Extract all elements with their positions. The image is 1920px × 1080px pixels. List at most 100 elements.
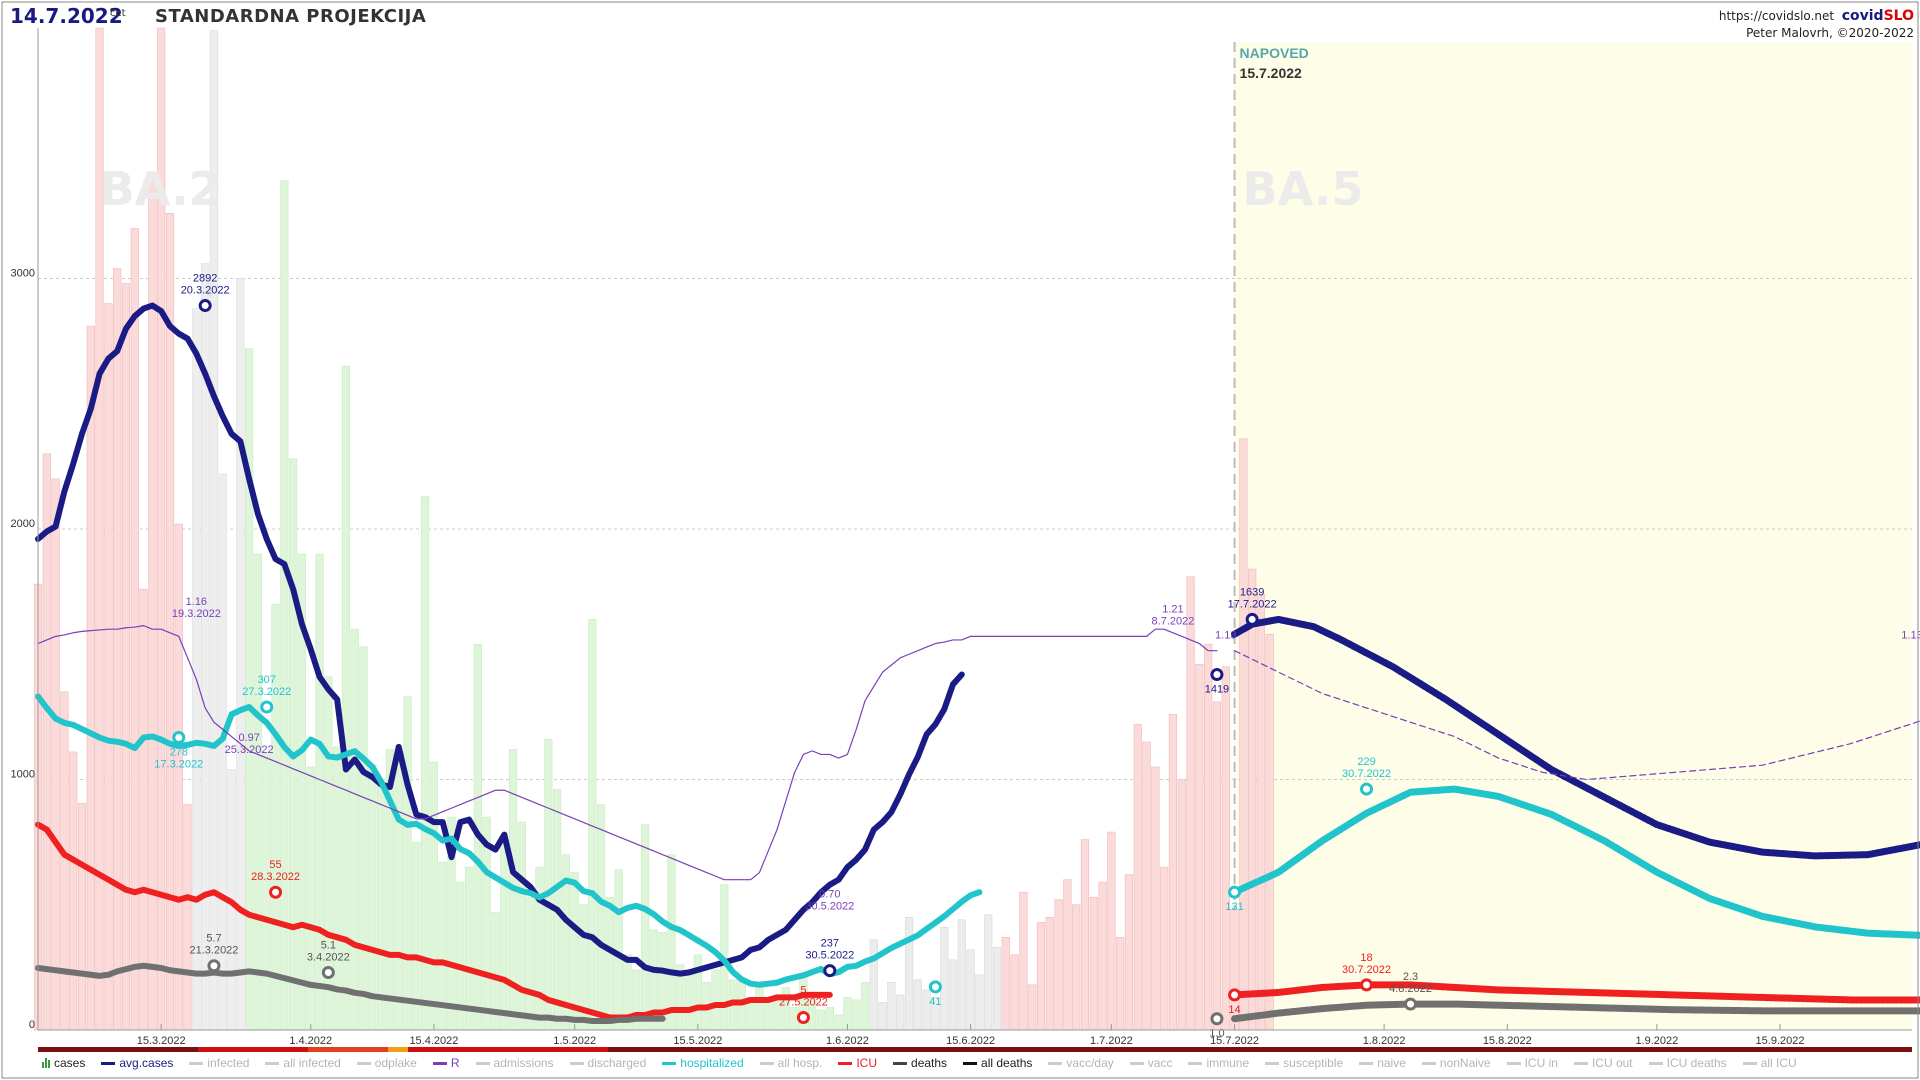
legend-item[interactable]: all deaths <box>963 1056 1032 1070</box>
cases-bar <box>966 949 975 1031</box>
legend-item[interactable]: deaths <box>893 1056 947 1070</box>
variant-label: BA.2 <box>100 162 221 216</box>
legend-item[interactable]: odplake <box>356 1056 417 1070</box>
legend-item[interactable]: all ICU <box>1742 1056 1797 1070</box>
x-tick-label: 1.8.2022 <box>1363 1035 1406 1047</box>
legend-item[interactable]: naive <box>1359 1056 1406 1070</box>
legend-item[interactable]: nonNaive <box>1421 1056 1491 1070</box>
legend-item[interactable]: cases <box>42 1056 85 1070</box>
cases-bar <box>852 999 861 1031</box>
legend-swatch <box>759 1061 774 1065</box>
cases-bar <box>1142 741 1151 1031</box>
annotation-value: 1.0 <box>1209 1028 1224 1040</box>
legend-item[interactable]: vacc <box>1129 1056 1172 1070</box>
annotation-marker <box>260 700 274 714</box>
cases-bar <box>1010 954 1019 1031</box>
cases-bar <box>86 325 95 1031</box>
legend-item[interactable]: avg.cases <box>101 1056 173 1070</box>
legend-item[interactable]: admissions <box>475 1056 554 1070</box>
legend-item[interactable]: immune <box>1188 1056 1249 1070</box>
cases-bar <box>1036 921 1046 1031</box>
variant-labels: BA.2 BA.5 <box>100 162 1364 216</box>
cases-bar <box>1019 891 1028 1031</box>
timeline-strip <box>38 1047 198 1052</box>
cases-bar <box>825 1007 834 1031</box>
annotation-marker <box>1245 612 1259 626</box>
legend-item[interactable]: ICU in <box>1506 1056 1558 1070</box>
legend-item[interactable]: all infected <box>265 1056 341 1070</box>
annotation-date: 17.7.2022 <box>1228 598 1277 610</box>
legend-label: ICU deaths <box>1666 1056 1727 1070</box>
annotation-value: 1.21 <box>1162 603 1183 615</box>
timeline-strip <box>408 1047 608 1052</box>
cases-bar <box>860 982 870 1031</box>
cases-bar <box>42 453 51 1031</box>
cases-bar <box>377 779 386 1031</box>
legend-item[interactable]: R <box>432 1056 460 1070</box>
legend-swatch <box>1129 1061 1144 1065</box>
legend-swatch <box>1048 1061 1063 1065</box>
cases-bar <box>183 804 192 1031</box>
x-tick-label: 15.4.2022 <box>409 1035 458 1047</box>
series-line-hospitalized <box>35 693 983 988</box>
series-line-icu <box>35 821 833 1021</box>
annotation-marker <box>198 299 212 313</box>
annotation-date: 27.3.2022 <box>242 686 291 698</box>
cases-bar <box>896 994 905 1031</box>
cases-bar <box>1072 904 1081 1031</box>
cases-bar <box>1265 633 1274 1031</box>
cases-bar <box>596 804 606 1031</box>
bar-chart-icon <box>42 1058 51 1068</box>
annotation-value: 1.13 <box>1215 630 1236 642</box>
cases-bar <box>500 839 509 1031</box>
cases-bar <box>1063 879 1072 1031</box>
y-tick-label: 2000 <box>11 518 35 530</box>
timeline-strip <box>198 1047 308 1052</box>
annotation-marker <box>928 980 942 994</box>
source-url[interactable]: https://covidslo.net <box>1718 9 1835 23</box>
cases-bar <box>755 982 764 1031</box>
annotation-marker <box>1360 978 1374 992</box>
cases-bar <box>667 854 676 1031</box>
legend-item[interactable]: vacc/day <box>1048 1056 1114 1070</box>
cases-bar <box>957 919 966 1031</box>
legend-swatch <box>963 1061 978 1065</box>
annotation-value: 0.97 <box>238 732 259 744</box>
annotation-date: 25.3.2022 <box>225 744 274 756</box>
cases-bar <box>174 523 183 1031</box>
cases-bar <box>887 982 896 1031</box>
legend-item[interactable]: infected <box>189 1056 249 1070</box>
report-date: 14.7.2022 <box>10 4 123 28</box>
x-tick-label: 15.8.2022 <box>1483 1035 1532 1047</box>
annotation-marker <box>269 885 283 899</box>
cases-bar <box>1054 899 1063 1031</box>
forecast-region <box>1234 42 1912 1030</box>
series-line-avg-cases <box>35 302 965 977</box>
legend-item[interactable]: ICU deaths <box>1648 1056 1727 1070</box>
x-tick-label: 1.7.2022 <box>1090 1035 1133 1047</box>
legend-item[interactable]: all hosp. <box>759 1056 822 1070</box>
timeline-strip <box>608 1047 1912 1052</box>
legend-item[interactable]: hospitalized <box>662 1056 744 1070</box>
x-tick-label: 1.5.2022 <box>553 1035 596 1047</box>
annotation-date: 19.3.2022 <box>172 608 221 620</box>
legend-label: discharged <box>587 1056 647 1070</box>
legend-item[interactable]: susceptible <box>1265 1056 1343 1070</box>
legend-swatch <box>432 1061 447 1065</box>
annotation-value: 237 <box>821 938 839 950</box>
legend-item[interactable]: discharged <box>569 1056 647 1070</box>
cases-bar <box>1204 643 1213 1031</box>
annotation-value: 0.70 <box>819 889 840 901</box>
legend-item[interactable]: ICU out <box>1573 1056 1633 1070</box>
annotation-value: 1639 <box>1240 586 1264 598</box>
legend-item[interactable]: ICU <box>838 1056 877 1070</box>
cases-bar <box>1239 438 1248 1031</box>
annotation-marker <box>321 966 335 980</box>
x-tick-label: 1.4.2022 <box>289 1035 332 1047</box>
legend-label: nonNaive <box>1439 1056 1491 1070</box>
legend-label: avg.cases <box>119 1056 174 1070</box>
cases-bar <box>816 1009 826 1031</box>
brand-slo: SLO <box>1883 8 1914 24</box>
